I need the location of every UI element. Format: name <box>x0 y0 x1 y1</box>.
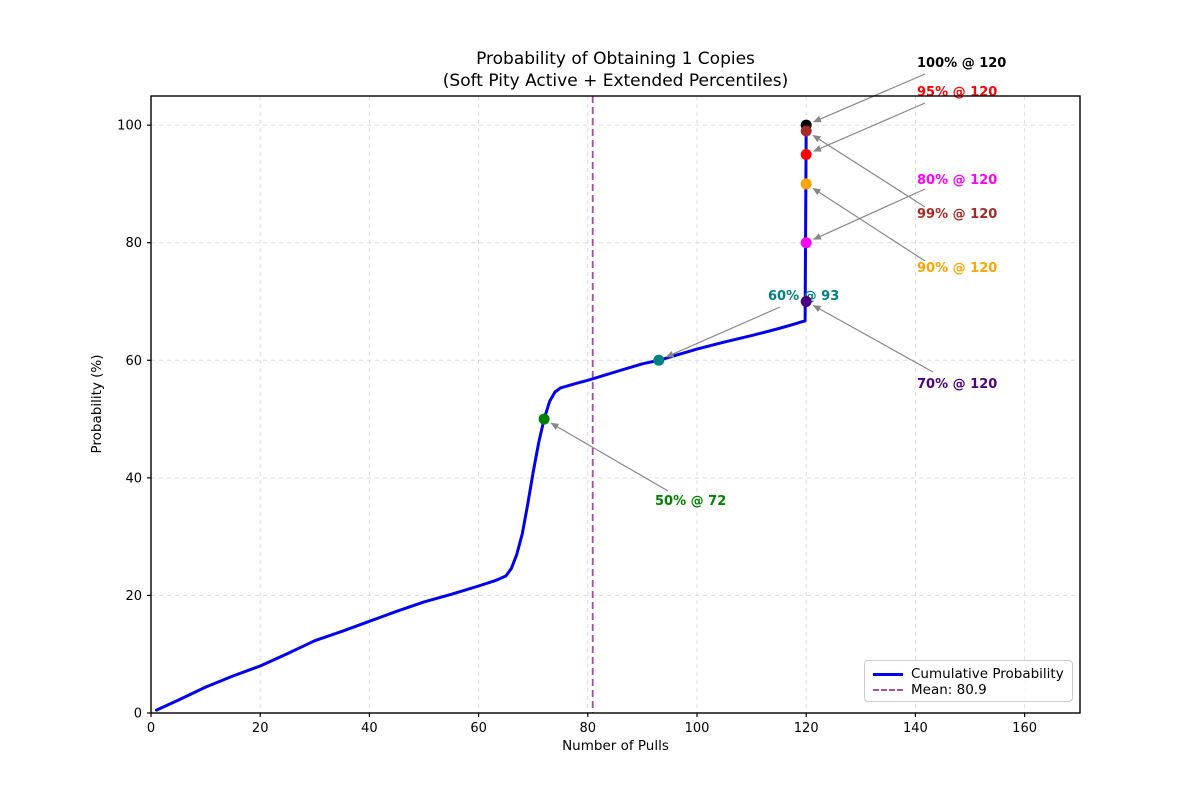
legend-label-mean: Mean: 80.9 <box>911 682 987 698</box>
percentile-dot-60 <box>653 354 665 366</box>
x-tick-label: 160 <box>1012 721 1037 736</box>
percentile-label-70: 70% @ 120 <box>917 377 997 392</box>
percentile-arrow-100 <box>813 73 926 123</box>
percentile-dot-99 <box>800 125 812 137</box>
percentile-dot-95 <box>800 149 812 161</box>
percentile-label-60: 60% @ 93 <box>768 289 839 304</box>
x-tick-label: 60 <box>470 721 487 736</box>
y-tick-label: 100 <box>117 119 142 134</box>
percentile-dot-50 <box>538 413 550 425</box>
legend: Cumulative Probability Mean: 80.9 <box>864 660 1073 702</box>
legend-line-sample-solid <box>873 672 903 676</box>
y-tick-label: 20 <box>125 589 142 604</box>
y-tick-label: 0 <box>134 707 142 722</box>
percentile-dots <box>538 119 812 425</box>
percentile-label-50: 50% @ 72 <box>655 494 726 509</box>
percentile-dot-90 <box>800 178 812 190</box>
x-tick-label: 80 <box>580 721 597 736</box>
percentile-label-80: 80% @ 120 <box>917 173 997 188</box>
legend-label-cumulative: Cumulative Probability <box>911 666 1064 682</box>
percentile-arrow-90 <box>812 187 926 262</box>
y-tick-label: 40 <box>125 471 142 486</box>
legend-row-cumulative: Cumulative Probability <box>873 666 1064 682</box>
percentile-arrow-50 <box>550 422 669 492</box>
percentile-arrow-70 <box>812 304 934 373</box>
y-tick-label: 60 <box>125 354 142 369</box>
x-tick-label: 140 <box>903 721 928 736</box>
annotation-labels: 50% @ 72 60% @ 93 70% @ 120 80% @ 120 90% @ … <box>655 56 1006 509</box>
y-axis-label: Probability (%) <box>89 354 105 454</box>
chart-title-line2: (Soft Pity Active + Extended Percentiles… <box>442 71 789 91</box>
percentile-arrow-95 <box>813 102 926 152</box>
y-tick-label: 80 <box>125 236 142 251</box>
series-layer <box>155 123 808 712</box>
annotation-arrows <box>550 73 934 492</box>
percentile-label-100: 100% @ 120 <box>917 56 1006 71</box>
legend-row-mean: Mean: 80.9 <box>873 682 1064 698</box>
x-tick-label: 100 <box>685 721 710 736</box>
x-tick-label: 40 <box>361 721 378 736</box>
chart-title: Probability of Obtaining 1 Copies (Soft … <box>151 48 1080 92</box>
gridlines <box>151 96 1080 713</box>
percentile-dot-80 <box>800 237 812 249</box>
x-tick-label: 20 <box>252 721 269 736</box>
percentile-dot-70 <box>800 295 812 307</box>
legend-line-sample-dashed <box>873 689 903 691</box>
x-tick-label: 120 <box>794 721 819 736</box>
percentile-label-90: 90% @ 120 <box>917 261 997 276</box>
chart-title-line1: Probability of Obtaining 1 Copies <box>476 49 755 69</box>
x-tick-label: 0 <box>147 721 155 736</box>
cumulative-probability-line <box>155 123 808 712</box>
axes-layer: 0 20 40 60 80 100 120 140 160 0 20 40 60 80 100 <box>117 95 1081 736</box>
plot-border <box>150 95 1081 714</box>
percentile-arrow-60 <box>665 306 781 358</box>
x-axis-label: Number of Pulls <box>562 738 669 754</box>
percentile-label-99: 99% @ 120 <box>917 207 997 222</box>
percentile-arrow-80 <box>813 188 926 240</box>
percentile-arrow-99 <box>812 134 926 208</box>
